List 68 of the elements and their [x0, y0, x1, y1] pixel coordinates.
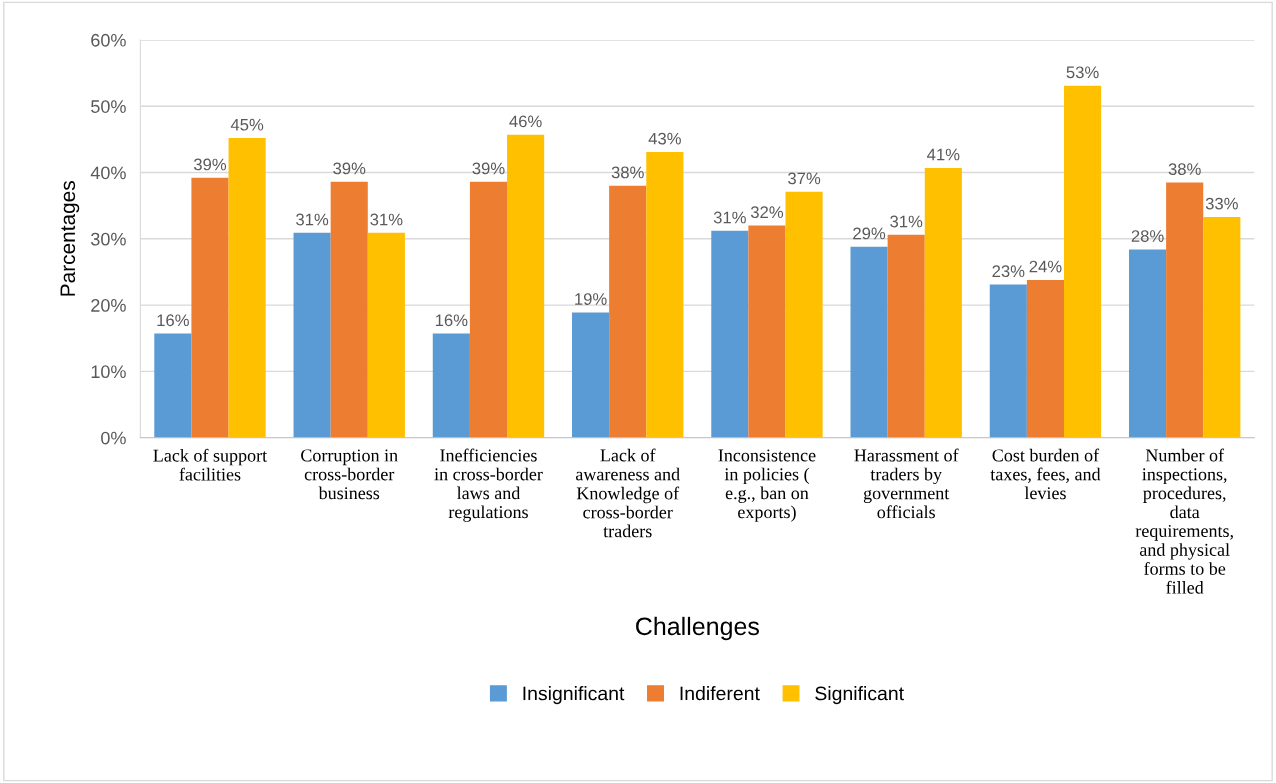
data-label: 33%: [1205, 197, 1238, 210]
y-tick-label: 50%: [91, 100, 126, 113]
bar: [1064, 85, 1102, 438]
x-tick-label: Corruption in cross-border business: [301, 449, 398, 500]
data-label: 37%: [788, 172, 821, 185]
bar: [850, 246, 888, 438]
bar: [367, 232, 405, 438]
x-tick-label: Inconsistence in policies ( e.g., ban on exports): [718, 449, 816, 522]
data-label: 16%: [157, 314, 189, 327]
bar: [989, 284, 1027, 438]
bar: [1166, 182, 1204, 438]
x-axis-title: Challenges: [636, 616, 759, 641]
y-tick-label: 20%: [91, 299, 126, 312]
data-label: 28%: [1131, 230, 1164, 242]
bar: [572, 312, 610, 438]
y-tick-label: 30%: [91, 232, 126, 246]
data-label: 31%: [296, 213, 329, 226]
data-label: 16%: [435, 314, 468, 327]
data-label: 45%: [230, 118, 264, 131]
data-label: 41%: [927, 148, 960, 161]
bar: [785, 191, 823, 438]
data-label: 23%: [992, 265, 1025, 278]
bar: [609, 185, 647, 438]
x-tick-label: Cost burden of taxes, fees, and levies: [990, 448, 1101, 500]
bar: [646, 151, 684, 438]
bar: [154, 333, 192, 438]
data-label: 19%: [575, 293, 607, 305]
bar: [507, 134, 545, 438]
data-label: 43%: [648, 132, 681, 145]
bar: [469, 181, 508, 438]
y-tick-label: 10%: [91, 365, 126, 379]
x-tick-label: Harassment of traders by government officials: [854, 448, 959, 519]
data-label: 38%: [1168, 163, 1201, 175]
x-tick-label: Lack of awareness and Knowledge of cross-border traders: [575, 448, 680, 538]
bar: [924, 167, 962, 438]
x-tick-label: Number of inspections, procedures, data requirements, and physical forms to be filled: [1135, 448, 1233, 594]
y-tick-label: 60%: [91, 33, 126, 47]
data-label: 31%: [713, 211, 746, 224]
bar: [228, 138, 266, 438]
data-label: 32%: [750, 206, 784, 219]
bar: [711, 230, 749, 438]
data-label: 38%: [611, 166, 644, 179]
bar: [887, 234, 925, 438]
x-tick-label: Inefficiencies in cross-border laws and regulations: [434, 448, 543, 522]
data-label: 46%: [509, 115, 542, 128]
bar: [1026, 279, 1065, 438]
y-axis-title: Parcentages: [60, 181, 80, 296]
data-label: 31%: [890, 215, 923, 228]
bar: [191, 177, 229, 438]
bar: [748, 225, 786, 438]
bar: [1203, 216, 1241, 438]
legend-label: Significant: [815, 686, 904, 705]
data-label: 31%: [370, 213, 403, 226]
data-label: 29%: [853, 227, 886, 240]
bar: [1128, 249, 1167, 438]
data-label: 39%: [472, 162, 505, 175]
x-tick-label: Lack of support facilities: [153, 448, 268, 481]
bar: [432, 333, 470, 438]
bar: [293, 232, 331, 438]
legend-label: Indiferent: [680, 686, 760, 701]
y-tick-label: 40%: [90, 166, 126, 180]
legend-label: Insignificant: [523, 686, 625, 705]
data-label: 24%: [1029, 260, 1062, 273]
y-tick-label: 0%: [101, 431, 126, 445]
data-label: 39%: [333, 162, 366, 175]
data-label: 39%: [193, 158, 227, 171]
data-label: 53%: [1066, 66, 1099, 79]
bar: [330, 181, 368, 438]
